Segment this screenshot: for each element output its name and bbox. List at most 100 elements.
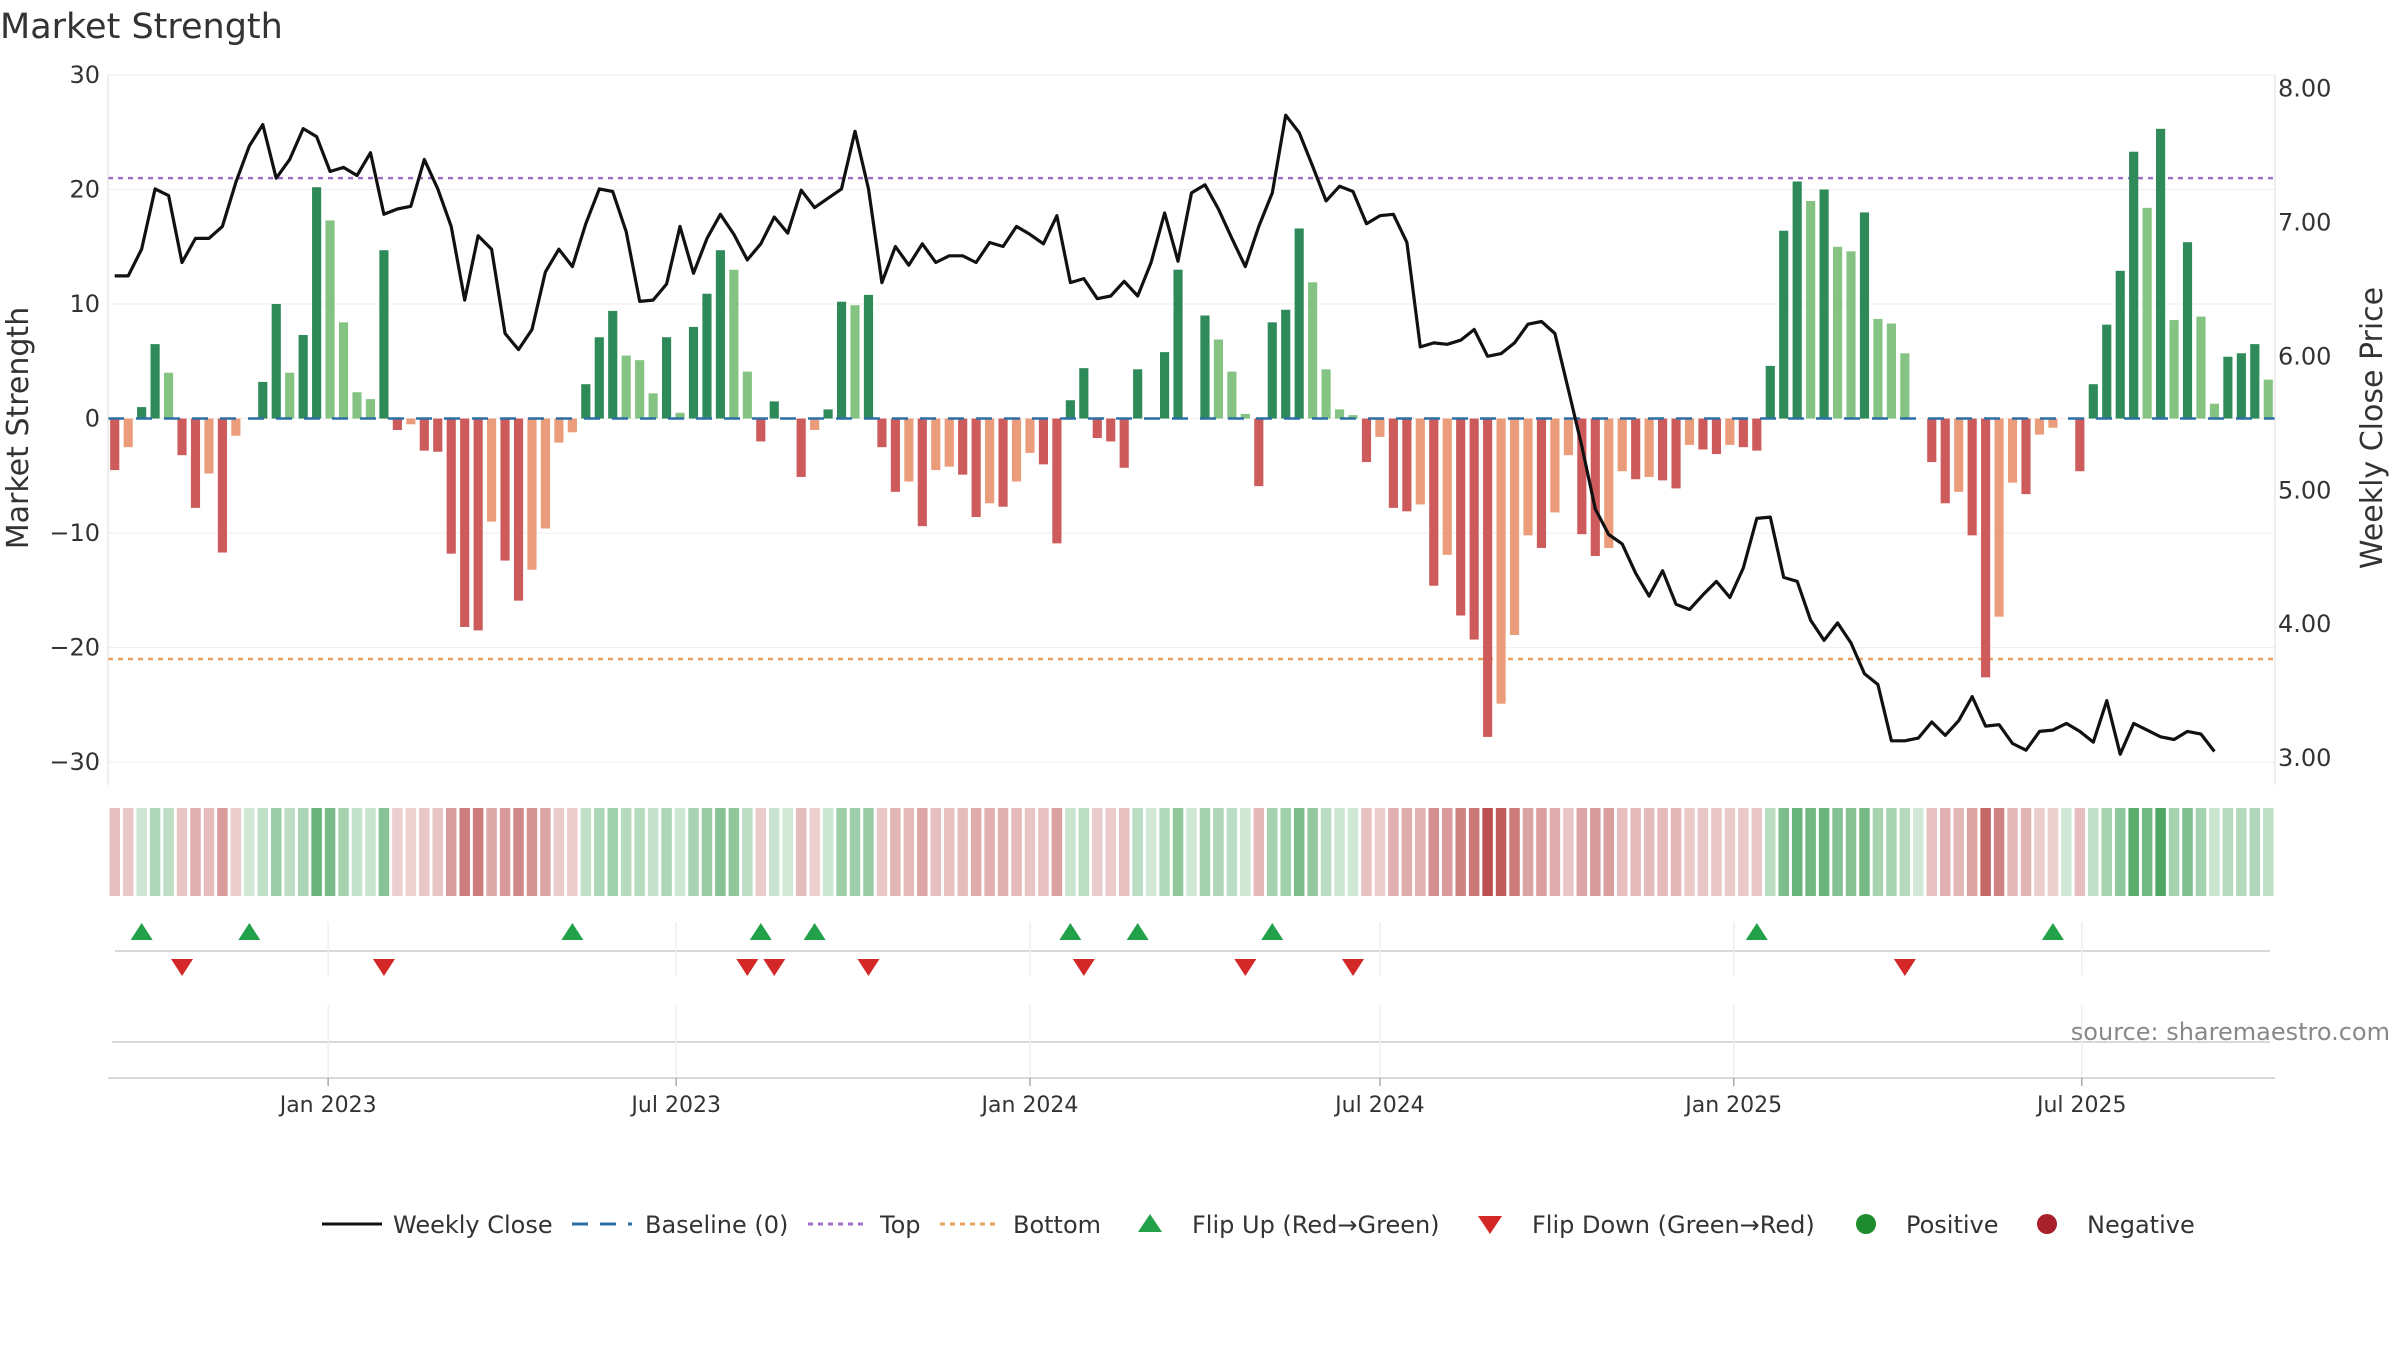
strength-bar bbox=[312, 187, 322, 419]
strength-bar bbox=[2223, 356, 2233, 419]
flip-markers-panel bbox=[115, 922, 2270, 976]
strength-bar bbox=[1388, 418, 1398, 508]
strength-bar bbox=[1415, 418, 1425, 505]
heatmap-cell bbox=[2155, 808, 2166, 896]
heatmap-cell bbox=[849, 808, 861, 896]
strength-bar bbox=[2088, 384, 2098, 419]
heatmap-cell bbox=[1172, 808, 1184, 896]
heatmap-cell bbox=[715, 808, 726, 896]
right-tick-label: 6.00 bbox=[2278, 342, 2331, 370]
heatmap-cell bbox=[1711, 808, 1722, 896]
heatmap-cell bbox=[513, 808, 524, 896]
strength-bar bbox=[1779, 230, 1789, 419]
heatmap-cell bbox=[1105, 808, 1116, 896]
strength-bar bbox=[1321, 369, 1331, 419]
flip-down-marker bbox=[1893, 959, 1916, 976]
strength-bar bbox=[756, 418, 766, 442]
heatmap-cell bbox=[1401, 808, 1413, 896]
strength-bar bbox=[1227, 371, 1237, 419]
heatmap-cell bbox=[1980, 808, 1991, 896]
strength-bar bbox=[1698, 418, 1708, 450]
heatmap-cell bbox=[1293, 808, 1305, 896]
strength-bar bbox=[177, 418, 187, 456]
right-tick-label: 5.00 bbox=[2278, 476, 2331, 504]
heatmap-cell bbox=[822, 808, 834, 896]
heatmap-cell bbox=[190, 808, 201, 896]
strength-bar bbox=[1213, 339, 1223, 419]
heatmap-cell bbox=[2128, 808, 2139, 896]
strength-bar bbox=[1832, 246, 1843, 419]
heatmap-cell bbox=[338, 808, 349, 896]
strength-bar bbox=[137, 407, 147, 419]
heatmap-cell bbox=[1886, 808, 1897, 896]
strength-bar bbox=[1065, 400, 1075, 419]
empty-panel bbox=[112, 1005, 2270, 1078]
strength-bar bbox=[2196, 316, 2206, 419]
source-label: source: sharemaestro.com bbox=[2071, 1018, 2390, 1046]
heatmap-cell bbox=[445, 808, 457, 896]
heatmap-cell bbox=[432, 808, 444, 896]
heatmap-cell bbox=[1522, 808, 1534, 896]
heatmap-cell bbox=[2007, 808, 2018, 896]
strength-bar bbox=[1361, 418, 1372, 463]
strength-bar bbox=[1200, 315, 1210, 419]
heatmap-cell bbox=[1226, 808, 1238, 896]
heatmap-cell bbox=[863, 808, 874, 896]
flip-down-marker bbox=[736, 959, 759, 976]
heatmap-cell bbox=[2236, 808, 2247, 896]
flip-up-marker bbox=[2041, 923, 2064, 940]
flip-down-marker bbox=[1072, 959, 1095, 976]
strength-bar bbox=[1684, 418, 1695, 445]
heatmap-cell bbox=[1966, 808, 1978, 896]
strength-bar bbox=[971, 418, 981, 518]
date-tick-label: Jan 2023 bbox=[278, 1093, 377, 1118]
left-axis: 30 20 10 0 −10 −20 −30 bbox=[49, 61, 109, 785]
heatmap-cell bbox=[163, 808, 174, 896]
strength-bar bbox=[419, 418, 429, 451]
strength-bar bbox=[1509, 418, 1520, 635]
strength-bar bbox=[433, 418, 443, 452]
strength-bar bbox=[2209, 403, 2220, 419]
strength-bar bbox=[2075, 418, 2085, 472]
heatmap-cell bbox=[890, 808, 901, 896]
strength-bar bbox=[1577, 418, 1587, 535]
strength-bar bbox=[1375, 418, 1385, 437]
heatmap-cell bbox=[1926, 808, 1938, 896]
heatmap-cell bbox=[459, 808, 470, 896]
heatmap-cell bbox=[419, 808, 430, 896]
flip-down-marker bbox=[372, 959, 395, 976]
strength-bar bbox=[460, 418, 470, 627]
heatmap-cell bbox=[2249, 808, 2261, 896]
heatmap-cell bbox=[1805, 808, 1816, 896]
strength-bar bbox=[1752, 418, 1762, 451]
heatmap-cell bbox=[230, 808, 242, 896]
strength-bar bbox=[648, 393, 658, 419]
strength-bar bbox=[2007, 418, 2018, 483]
strength-bar bbox=[1442, 418, 1452, 555]
strength-bar bbox=[621, 355, 631, 419]
heatmap-cell bbox=[2263, 808, 2274, 896]
flip-up-marker bbox=[1126, 923, 1149, 940]
heatmap-cell bbox=[472, 808, 484, 896]
strength-bar bbox=[1160, 352, 1170, 419]
strength-bar bbox=[836, 301, 847, 419]
strength-bar bbox=[554, 418, 564, 443]
strength-bar bbox=[1927, 418, 1937, 463]
date-tick-label: Jan 2024 bbox=[980, 1093, 1079, 1118]
strength-bar bbox=[513, 418, 524, 601]
heatmap-cell bbox=[2114, 808, 2126, 896]
heatmap-cell bbox=[1307, 808, 1318, 896]
strength-bar bbox=[285, 372, 295, 419]
flip-up-marker bbox=[130, 923, 153, 940]
heatmap-cell bbox=[1576, 808, 1588, 896]
strength-bar bbox=[661, 337, 672, 419]
strength-bar bbox=[325, 220, 335, 419]
strength-bar bbox=[2250, 344, 2260, 419]
left-tick-label: −10 bbox=[49, 519, 100, 547]
left-tick-label: −20 bbox=[49, 634, 100, 662]
left-tick-label: 20 bbox=[69, 176, 100, 204]
right-axis-label: Weekly Close Price bbox=[2355, 287, 2390, 569]
heatmap-cell bbox=[1643, 808, 1655, 896]
heatmap-cell bbox=[836, 808, 847, 896]
right-tick-label: 4.00 bbox=[2278, 610, 2331, 638]
